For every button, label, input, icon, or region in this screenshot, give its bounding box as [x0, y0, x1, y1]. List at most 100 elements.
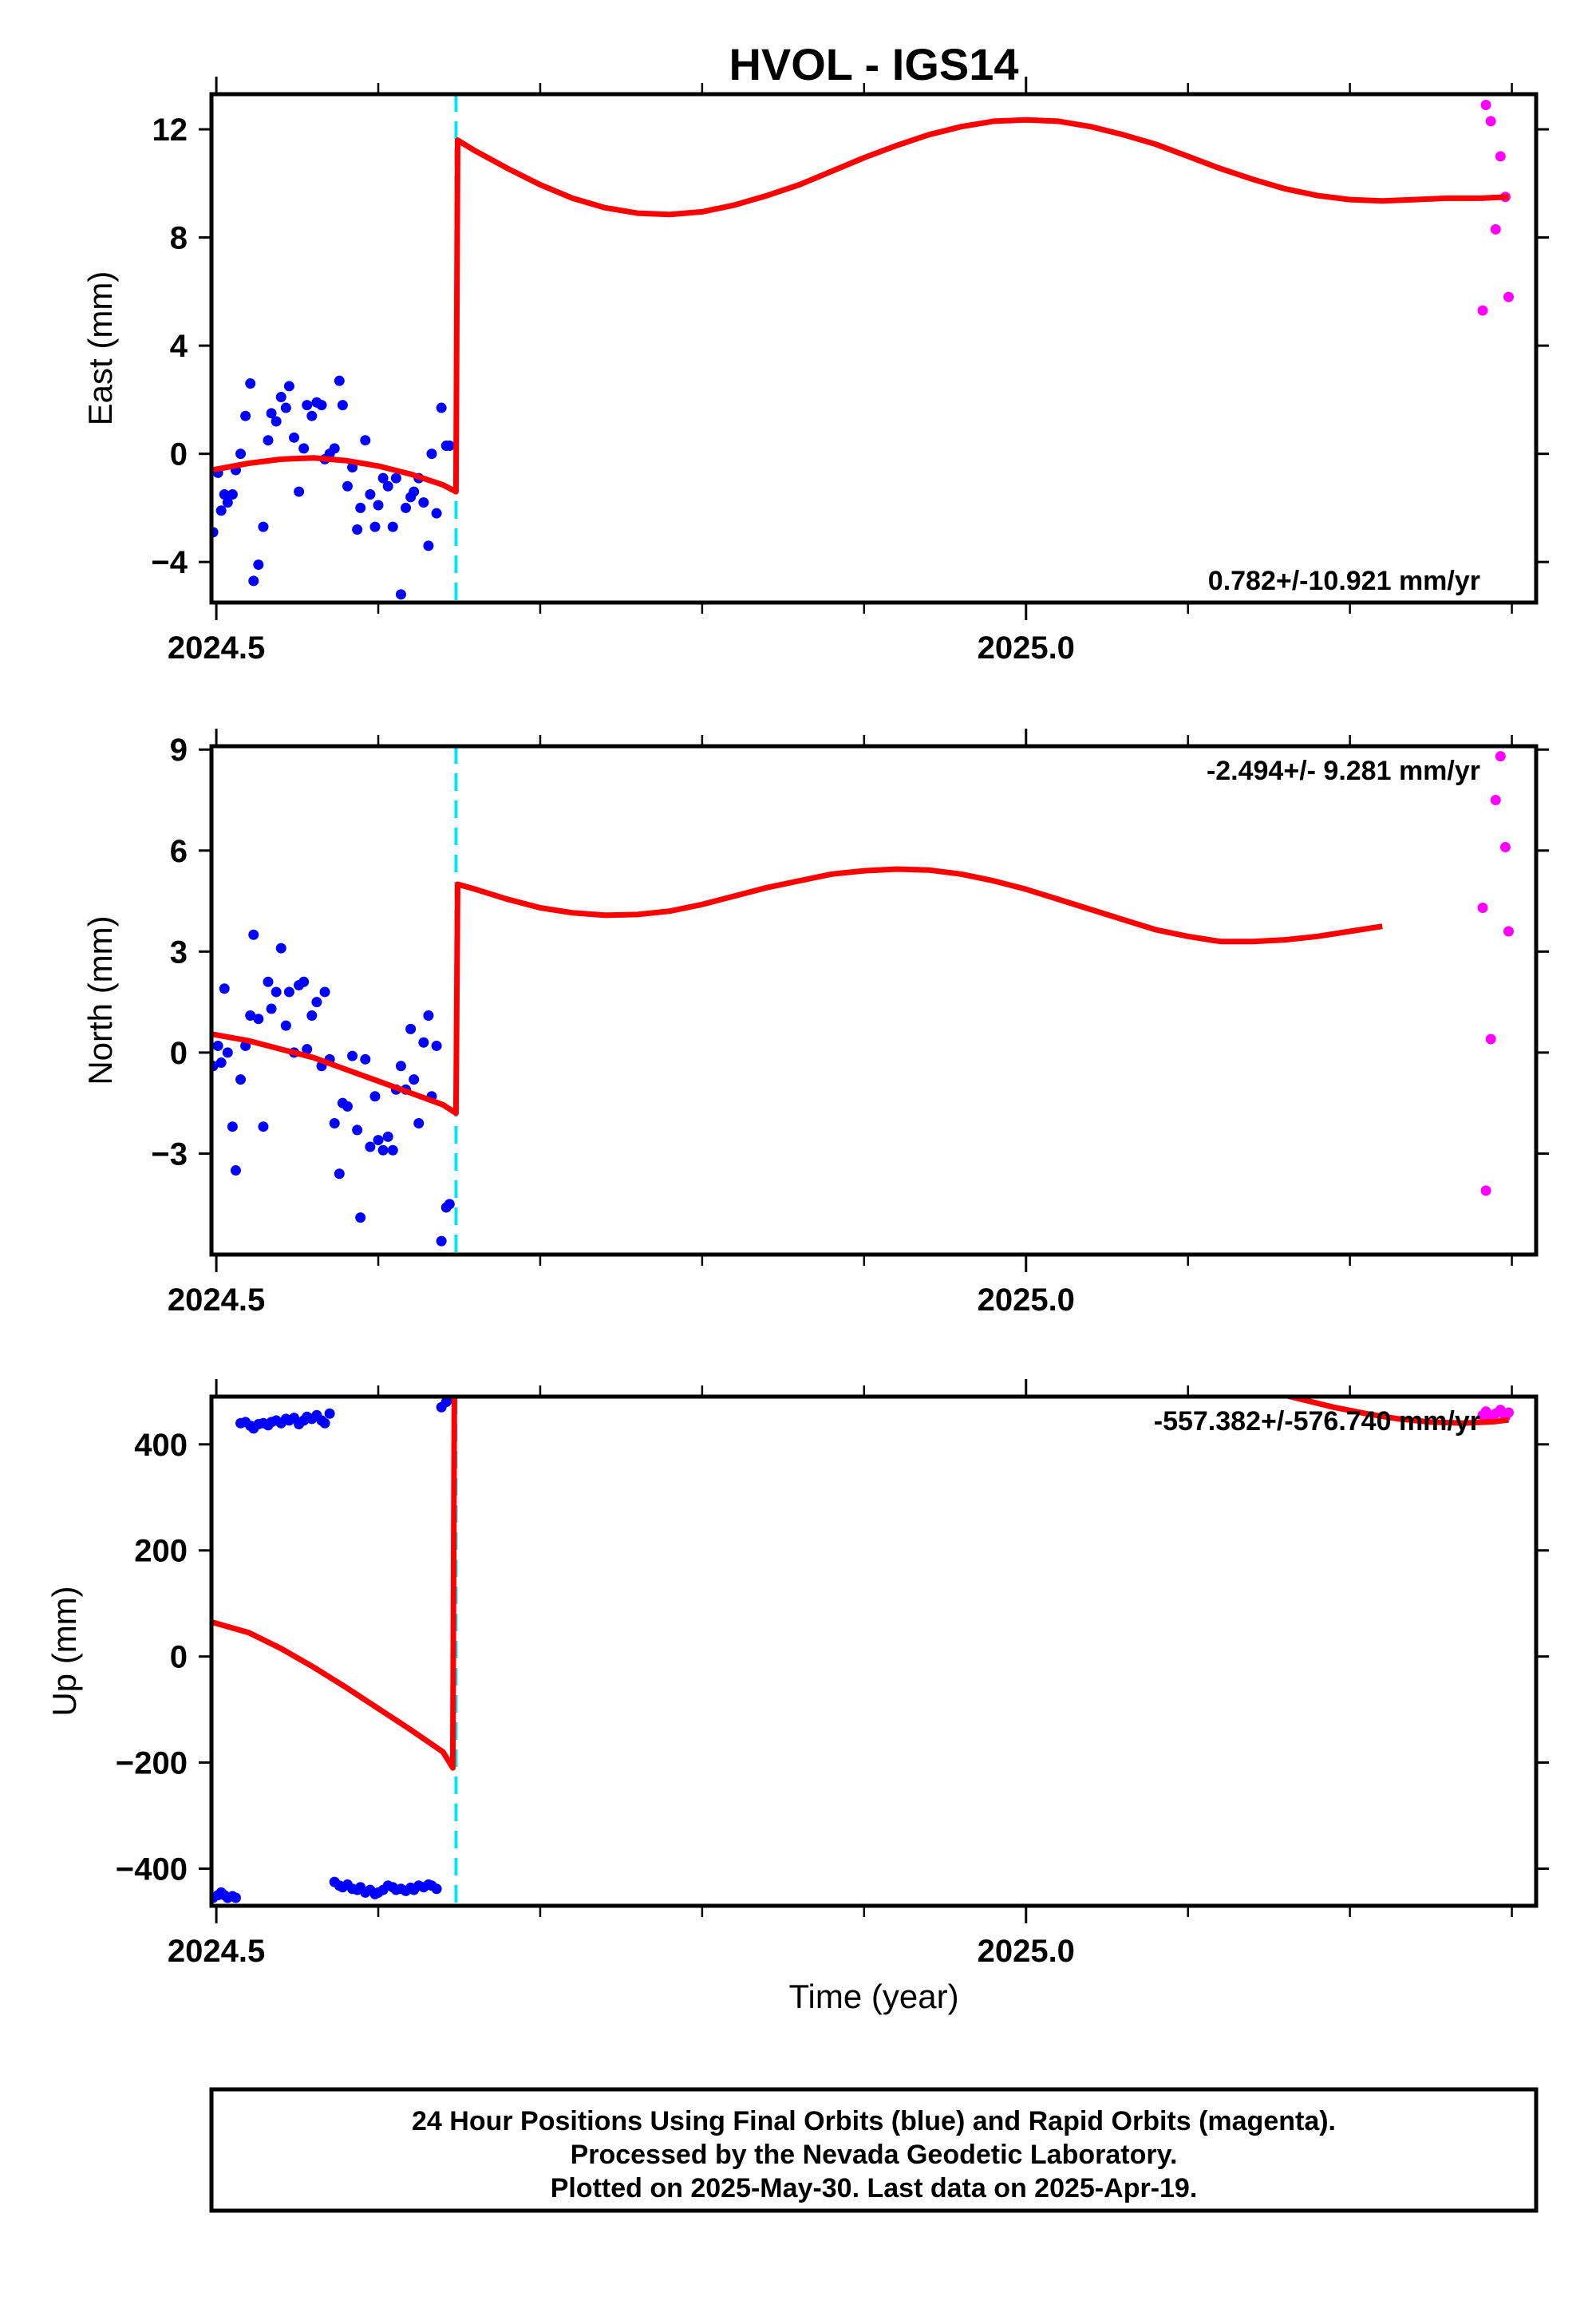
final-orbit-point: [324, 1408, 335, 1419]
final-orbit-point: [306, 1010, 318, 1021]
final-orbit-point: [298, 976, 310, 987]
final-orbit-point: [319, 986, 330, 998]
y-tick-label: 0: [170, 1036, 188, 1071]
y-tick-label: 200: [134, 1534, 188, 1569]
final-orbit-point: [337, 400, 348, 411]
x-tick-label: 2024.5: [168, 1282, 265, 1318]
final-orbit-point: [280, 1020, 291, 1031]
final-orbit-point: [227, 488, 238, 500]
y-axis-label-up: Up (mm): [45, 1586, 83, 1716]
final-orbit-point: [302, 1044, 313, 1055]
final-orbit-point: [334, 375, 345, 386]
final-orbit-point: [230, 1165, 241, 1176]
final-orbit-point: [215, 1057, 227, 1069]
final-orbit-point: [365, 488, 376, 500]
final-orbit-point: [369, 1091, 381, 1102]
panel-up: 2024.5 2025.0 −400 −200 0 200 400 Up (mm) -557.3…: [45, 1379, 1549, 1969]
final-orbit-point: [253, 559, 264, 571]
final-orbit-point: [240, 410, 251, 421]
x-tick-label: 2024.5: [168, 630, 265, 666]
final-orbit-point: [306, 410, 318, 421]
panel-frame: [209, 744, 1539, 1257]
final-orbit-point: [409, 486, 420, 497]
final-orbit-point: [395, 589, 406, 600]
final-orbit-point: [444, 440, 455, 451]
rate-label-east: 0.782+/-10.921 mm/yr: [1208, 566, 1480, 596]
final-orbit-point: [316, 400, 327, 411]
final-orbit-point: [431, 1883, 442, 1895]
final-orbit-point: [298, 443, 310, 454]
final-orbit-point: [373, 500, 384, 511]
final-orbit-point: [280, 402, 291, 413]
final-orbit-point: [377, 1144, 389, 1156]
final-orbit-point: [413, 1117, 425, 1128]
y-tick-label: 9: [170, 733, 188, 768]
rapid-orbit-point: [1485, 1034, 1496, 1045]
final-orbit-point: [266, 1003, 277, 1014]
x-tick-label: 2025.0: [978, 1934, 1075, 1969]
final-orbit-point: [418, 497, 429, 508]
final-orbit-point: [436, 402, 447, 413]
final-orbit-point: [360, 435, 371, 446]
final-orbit-point: [271, 986, 282, 998]
y-axis-label-east: East (mm): [81, 271, 119, 426]
final-orbit-point: [423, 1010, 434, 1021]
final-orbit-point: [253, 1014, 264, 1025]
final-orbit-point: [219, 983, 230, 994]
final-orbit-point: [258, 521, 269, 532]
final-orbit-point: [423, 540, 434, 551]
final-orbit-point: [319, 1417, 330, 1429]
final-orbit-point: [283, 381, 294, 392]
x-axis-label: Time (year): [788, 1978, 958, 2015]
rapid-orbit-point: [1495, 151, 1506, 162]
y-tick-label: 3: [170, 935, 188, 970]
rapid-orbit-point: [1503, 926, 1515, 937]
footer-frame: [209, 2087, 1539, 2213]
final-orbit-point: [248, 929, 259, 940]
final-orbit-point: [302, 400, 313, 411]
final-orbit-point: [352, 524, 363, 536]
final-orbit-point: [222, 1047, 233, 1058]
y-tick-label: −200: [116, 1746, 188, 1781]
final-orbit-point: [329, 1117, 340, 1128]
final-orbit-point: [401, 502, 412, 513]
rapid-orbit-point: [1490, 223, 1501, 235]
y-tick-label: 12: [152, 113, 188, 148]
panel-frame: [209, 1394, 1539, 1908]
final-orbit-point: [355, 502, 366, 513]
panel-frame: [209, 92, 1539, 605]
final-orbit-point: [405, 1023, 417, 1034]
final-orbit-point: [334, 1168, 345, 1180]
final-orbit-point: [355, 1212, 366, 1223]
footer-box: 24 Hour Positions Using Final Orbits (bl…: [209, 2087, 1539, 2213]
x-tick-label: 2025.0: [978, 1282, 1075, 1318]
y-tick-label: −3: [151, 1136, 188, 1172]
final-orbit-point: [230, 1892, 241, 1903]
rapid-orbit-point: [1503, 291, 1515, 302]
final-orbit-point: [329, 443, 340, 454]
y-tick-label: 8: [170, 221, 188, 256]
final-orbit-point: [373, 1135, 384, 1146]
model-line: [211, 866, 1383, 1117]
final-orbit-point: [235, 449, 247, 460]
final-orbit-point: [387, 1144, 398, 1156]
final-orbit-point: [258, 1121, 269, 1132]
footer-line-1: 24 Hour Positions Using Final Orbits (bl…: [412, 2106, 1336, 2136]
rapid-orbit-point: [1480, 100, 1491, 111]
final-orbit-point: [275, 391, 286, 402]
rapid-orbit-point: [1490, 794, 1501, 805]
final-orbit-point: [245, 378, 256, 389]
model-line: [211, 1397, 1509, 1771]
final-orbit-point: [248, 575, 259, 587]
rapid-orbit-point: [1477, 902, 1488, 913]
y-tick-label: 6: [170, 834, 188, 869]
panel-east: 2024.5 2025.0 −4 0 4 8 12 East (mm) 0.782+/-10.9…: [81, 77, 1549, 666]
rapid-orbit-point: [1477, 305, 1488, 316]
rapid-orbit-point: [1503, 1407, 1515, 1418]
final-orbit-point: [360, 1053, 371, 1065]
y-tick-label: 0: [170, 437, 188, 472]
x-tick-label: 2025.0: [978, 630, 1075, 666]
final-orbit-point: [235, 1074, 247, 1085]
footer-line-2: Processed by the Nevada Geodetic Laborat…: [571, 2140, 1178, 2170]
